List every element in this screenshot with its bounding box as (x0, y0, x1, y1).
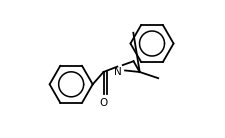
Text: O: O (99, 98, 107, 108)
Text: N: N (114, 67, 122, 77)
